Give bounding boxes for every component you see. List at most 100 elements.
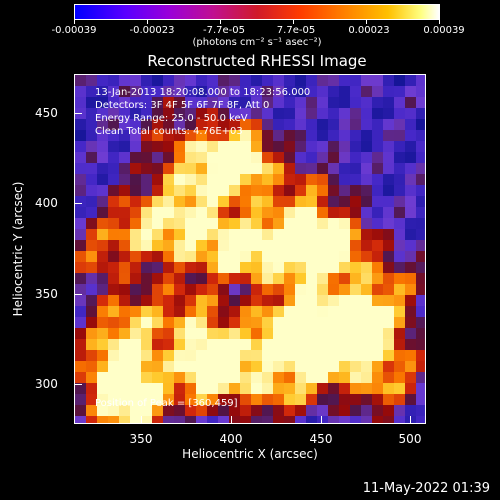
- image-pixel: [174, 361, 185, 372]
- image-pixel: [262, 372, 273, 383]
- image-pixel: [350, 97, 361, 108]
- image-pixel: [273, 306, 284, 317]
- image-pixel: [152, 405, 163, 416]
- image-pixel: [394, 185, 405, 196]
- image-pixel: [284, 97, 295, 108]
- image-pixel: [339, 97, 350, 108]
- image-pixel: [163, 262, 174, 273]
- image-pixel: [185, 185, 196, 196]
- image-pixel: [130, 372, 141, 383]
- image-pixel: [185, 152, 196, 163]
- image-pixel: [328, 174, 339, 185]
- image-pixel: [416, 163, 425, 174]
- image-pixel: [306, 273, 317, 284]
- image-pixel: [394, 394, 405, 405]
- image-pixel: [152, 394, 163, 405]
- image-pixel: [86, 284, 97, 295]
- image-pixel: [284, 361, 295, 372]
- image-pixel: [328, 284, 339, 295]
- image-pixel: [141, 196, 152, 207]
- image-pixel: [174, 317, 185, 328]
- image-pixel: [108, 108, 119, 119]
- image-pixel: [416, 262, 425, 273]
- image-pixel: [119, 185, 130, 196]
- image-pixel: [130, 306, 141, 317]
- image-pixel: [251, 75, 262, 86]
- image-pixel: [306, 306, 317, 317]
- image-pixel: [152, 372, 163, 383]
- image-pixel: [196, 185, 207, 196]
- image-pixel: [174, 350, 185, 361]
- image-pixel: [405, 229, 416, 240]
- image-pixel: [317, 295, 328, 306]
- image-pixel: [174, 262, 185, 273]
- image-pixel: [361, 339, 372, 350]
- image-pixel: [207, 97, 218, 108]
- image-pixel: [97, 295, 108, 306]
- image-pixel: [152, 240, 163, 251]
- image-pixel: [218, 350, 229, 361]
- image-pixel: [240, 240, 251, 251]
- image-pixel: [163, 416, 174, 423]
- image-pixel: [196, 108, 207, 119]
- image-pixel: [251, 251, 262, 262]
- image-pixel: [416, 317, 425, 328]
- colorbar-tick-mark: [74, 20, 75, 24]
- image-pixel: [361, 350, 372, 361]
- image-pixel: [119, 273, 130, 284]
- image-pixel: [163, 75, 174, 86]
- image-pixel: [119, 86, 130, 97]
- image-pixel: [317, 361, 328, 372]
- method-counts: Clean Total counts: 4.76E+03: [95, 126, 243, 137]
- image-pixel: [394, 174, 405, 185]
- image-pixel: [185, 97, 196, 108]
- x-tick-mark: [410, 416, 411, 424]
- image-pixel: [328, 229, 339, 240]
- image-pixel: [119, 383, 130, 394]
- image-pixel: [141, 119, 152, 130]
- image-pixel: [130, 251, 141, 262]
- x-tick-label: 350: [129, 432, 153, 446]
- image-pixel: [295, 306, 306, 317]
- image-pixel: [174, 284, 185, 295]
- colorbar-tick-mark: [439, 20, 440, 24]
- image-pixel: [339, 251, 350, 262]
- image-pixel: [284, 262, 295, 273]
- image-pixel: [108, 207, 119, 218]
- image-pixel: [86, 416, 97, 423]
- image-pixel: [306, 328, 317, 339]
- image-pixel: [317, 86, 328, 97]
- image-pixel: [405, 361, 416, 372]
- image-pixel: [361, 86, 372, 97]
- image-pixel: [75, 251, 86, 262]
- image-pixel: [295, 416, 306, 423]
- image-pixel: [196, 328, 207, 339]
- image-pixel: [251, 174, 262, 185]
- image-pixel: [284, 119, 295, 130]
- image-pixel: [350, 251, 361, 262]
- image-pixel: [174, 152, 185, 163]
- image-pixel: [163, 306, 174, 317]
- image-pixel: [405, 108, 416, 119]
- image-pixel: [405, 119, 416, 130]
- image-pixel: [207, 119, 218, 130]
- image-pixel: [284, 372, 295, 383]
- image-pixel: [240, 207, 251, 218]
- image-pixel: [185, 75, 196, 86]
- image-pixel: [130, 339, 141, 350]
- image-pixel: [251, 240, 262, 251]
- image-pixel: [86, 372, 97, 383]
- image-pixel: [295, 119, 306, 130]
- image-pixel: [163, 295, 174, 306]
- image-pixel: [405, 196, 416, 207]
- image-pixel: [130, 394, 141, 405]
- image-pixel: [394, 163, 405, 174]
- image-pixel: [185, 174, 196, 185]
- image-pixel: [383, 86, 394, 97]
- image-pixel: [273, 273, 284, 284]
- x-tick-mark: [231, 416, 232, 424]
- image-pixel: [141, 284, 152, 295]
- image-pixel: [350, 108, 361, 119]
- image-pixel: [130, 163, 141, 174]
- image-pixel: [372, 262, 383, 273]
